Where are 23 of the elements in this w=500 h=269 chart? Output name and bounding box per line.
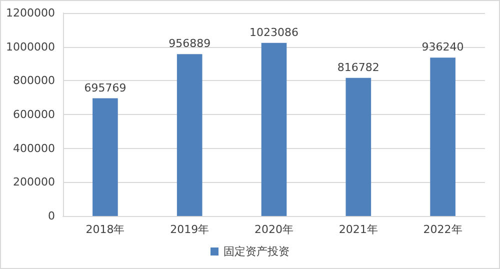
x-tick-label: 2018年: [86, 223, 125, 236]
legend-label: 固定资产投资: [224, 245, 290, 258]
x-tick-label: 2021年: [338, 223, 378, 236]
bar: [261, 42, 287, 216]
y-tick-label: 200000: [13, 176, 55, 189]
y-tick-label: 800000: [13, 74, 55, 88]
y-tick-label: 1000000: [6, 40, 55, 54]
bar: [346, 78, 372, 216]
data-label: 956889: [168, 37, 211, 50]
y-tick-label: 600000: [13, 108, 55, 121]
y-tick-label: 1200000: [6, 6, 55, 20]
y-tick-label: 0: [48, 210, 55, 222]
bar: [92, 98, 118, 216]
x-tick-label: 2020年: [254, 223, 294, 236]
data-label: 1023086: [250, 26, 298, 39]
x-tick-label: 2019年: [170, 223, 210, 236]
x-tick-label: 2022年: [423, 223, 462, 236]
bar: [176, 54, 202, 216]
bar: [430, 58, 456, 216]
data-label: 936240: [422, 40, 464, 54]
data-label: 695769: [84, 81, 126, 94]
y-tick-label: 400000: [13, 142, 55, 155]
data-label: 816782: [337, 60, 380, 74]
